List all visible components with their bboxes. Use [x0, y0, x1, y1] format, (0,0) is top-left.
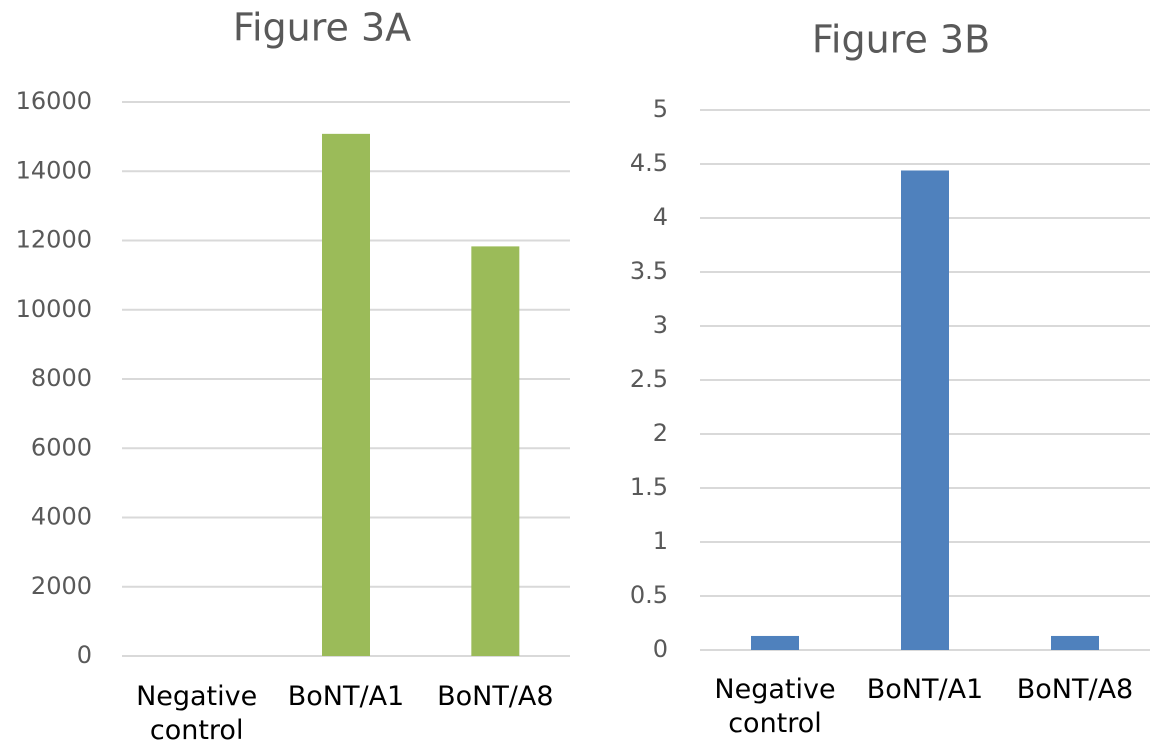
bar — [751, 635, 799, 650]
y-tick-label: 4.5 — [630, 149, 668, 177]
y-tick-label: 2.5 — [630, 365, 668, 393]
y-tick-label: 2 — [653, 419, 668, 447]
y-tick-label: 8000 — [31, 364, 92, 392]
y-tick-label: 5 — [653, 95, 668, 123]
y-tick-label: 1.5 — [630, 473, 668, 501]
y-tick-label: 3.5 — [630, 257, 668, 285]
bar — [471, 246, 520, 657]
y-tick-label: 0 — [77, 641, 92, 669]
x-tick-label: BoNT/A8 — [1016, 674, 1134, 705]
bar — [901, 170, 949, 651]
y-tick-label: 0 — [653, 635, 668, 663]
y-tick-label: 6000 — [31, 433, 92, 461]
y-tick-label: 14000 — [16, 156, 92, 184]
x-tick-label: BoNT/A1 — [287, 681, 405, 712]
bar — [1051, 635, 1099, 650]
x-tick-label: BoNT/A1 — [866, 674, 984, 705]
x-tick-label: Negative control — [714, 674, 836, 739]
y-tick-label: 10000 — [16, 295, 92, 323]
x-tick-label: BoNT/A8 — [437, 681, 554, 712]
y-tick-label: 3 — [653, 311, 668, 339]
bar — [322, 133, 370, 657]
y-tick-label: 2000 — [31, 572, 92, 600]
y-tick-label: 16000 — [16, 87, 92, 115]
x-tick-label: Negative control — [136, 681, 258, 746]
y-tick-label: 1 — [653, 527, 668, 555]
y-tick-label: 12000 — [16, 226, 92, 254]
y-tick-label: 4000 — [31, 503, 92, 531]
y-tick-label: 4 — [653, 203, 668, 231]
chart-title: Figure 3A — [233, 6, 411, 50]
chart-title: Figure 3B — [812, 18, 990, 62]
y-tick-label: 0.5 — [630, 581, 668, 609]
